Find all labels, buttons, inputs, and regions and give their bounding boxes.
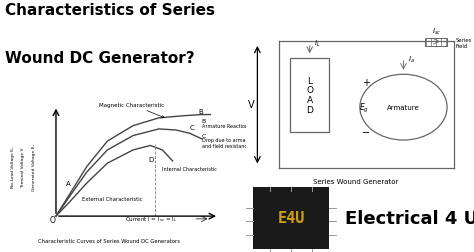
Text: Magnetic Characteristic: Magnetic Characteristic [99, 102, 164, 118]
Text: O: O [50, 215, 55, 224]
Text: Electrical 4 U: Electrical 4 U [345, 209, 474, 227]
Text: +: + [363, 78, 370, 88]
Text: Series
Field: Series Field [456, 38, 472, 48]
Bar [253, 187, 329, 248]
Text: Armature: Armature [387, 105, 420, 111]
Text: $I_L$: $I_L$ [314, 39, 320, 49]
Text: L
O
A
D: L O A D [306, 76, 313, 114]
Text: Current I = I$_{sc}$ = I$_L$: Current I = I$_{sc}$ = I$_L$ [125, 214, 177, 223]
Bar [425, 39, 447, 47]
Text: Generated Voltage E₉: Generated Voltage E₉ [32, 143, 36, 190]
Text: and field resistances: and field resistances [202, 143, 252, 148]
Text: C: C [190, 124, 194, 130]
Text: B: B [202, 119, 206, 124]
Text: Terminal Voltage V: Terminal Voltage V [21, 147, 26, 187]
Text: Drop due to armature: Drop due to armature [202, 138, 255, 142]
Bar [290, 58, 329, 132]
Text: Characteristics of Series: Characteristics of Series [5, 3, 215, 17]
Text: External Characteristic: External Characteristic [82, 196, 142, 201]
Text: $E_g$: $E_g$ [359, 101, 369, 114]
Text: B: B [198, 109, 203, 115]
Circle shape [360, 75, 447, 140]
Text: E4U: E4U [277, 210, 305, 226]
Text: $I_{sc}$: $I_{sc}$ [432, 27, 441, 37]
Text: A: A [66, 180, 71, 186]
Text: Series Wound Generator: Series Wound Generator [313, 178, 398, 184]
Text: Characteristic Curves of Series Wound DC Generators: Characteristic Curves of Series Wound DC… [38, 238, 180, 243]
Text: D: D [149, 156, 154, 162]
Text: $I_a$: $I_a$ [408, 55, 415, 65]
Text: −: − [362, 127, 371, 137]
Text: Wound DC Generator?: Wound DC Generator? [5, 50, 194, 65]
Text: Internal Characteristic: Internal Characteristic [162, 166, 217, 171]
Text: C: C [202, 133, 206, 138]
Text: Armature Reaction Drop: Armature Reaction Drop [202, 123, 261, 128]
Text: V: V [247, 100, 254, 109]
Text: No-Load Voltage E₀: No-Load Voltage E₀ [11, 146, 15, 187]
